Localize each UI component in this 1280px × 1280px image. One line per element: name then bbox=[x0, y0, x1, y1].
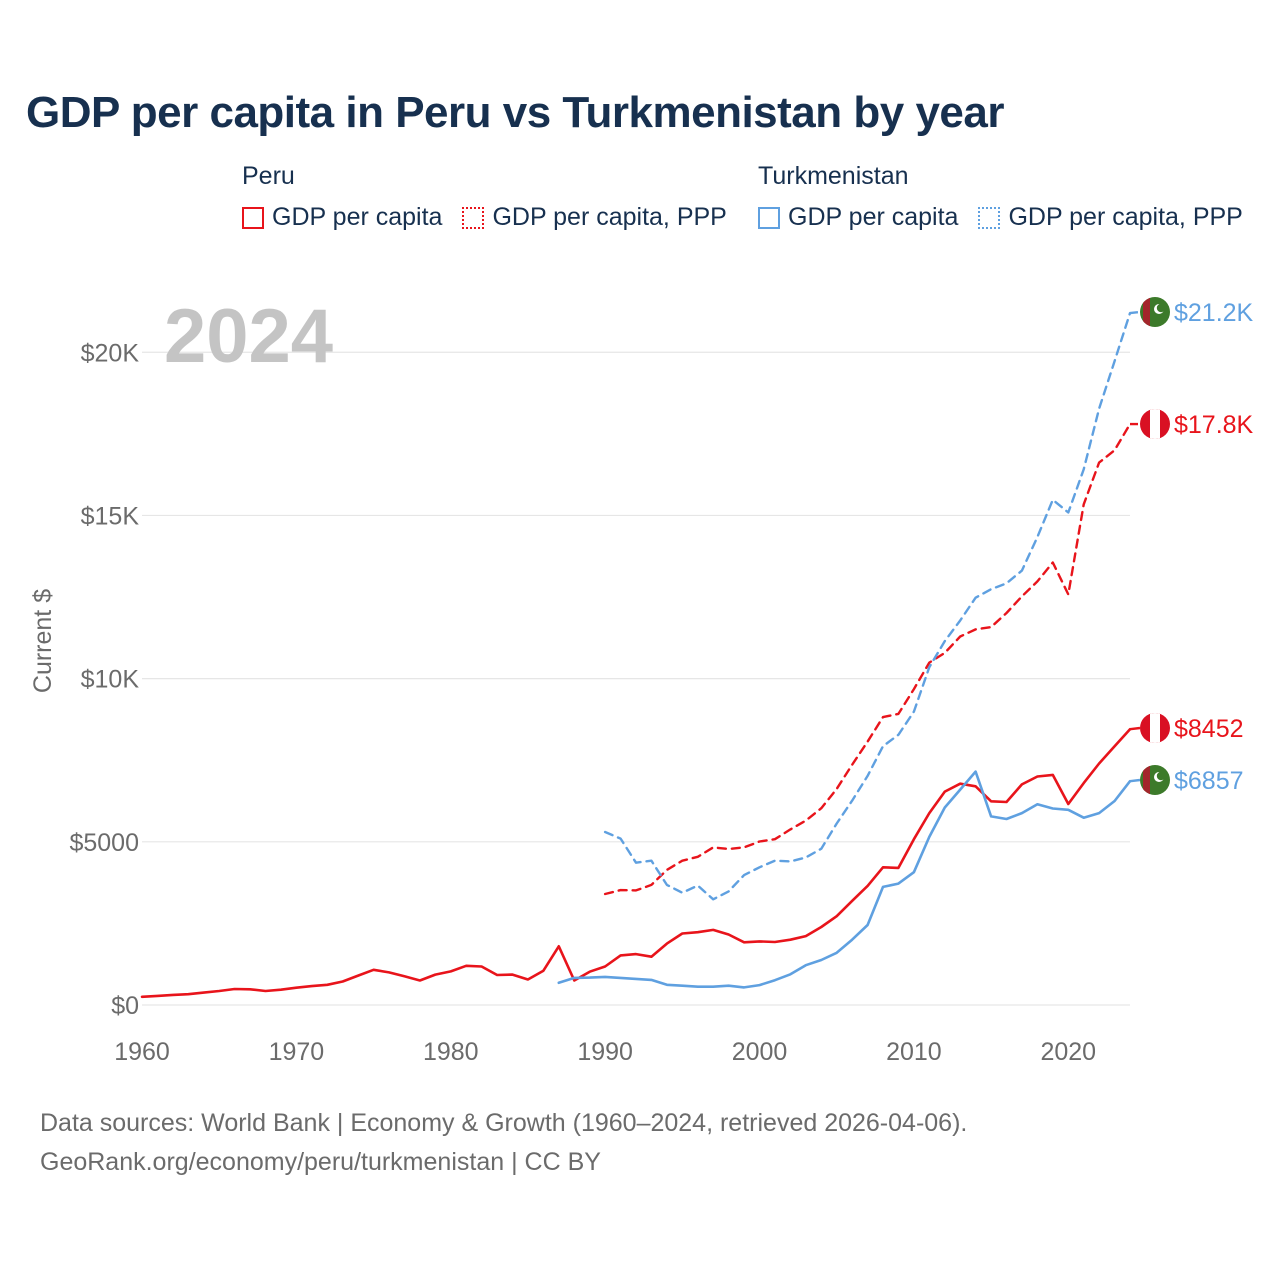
turkmenistan-flag-icon bbox=[1140, 297, 1170, 327]
footer-sources: Data sources: World Bank | Economy & Gro… bbox=[40, 1109, 968, 1137]
legend-label: GDP per capita, PPP bbox=[492, 203, 727, 231]
turkmenistan-flag-icon bbox=[1140, 765, 1170, 795]
footer-link[interactable]: GeoRank.org/economy/peru/turkmenistan | … bbox=[40, 1148, 601, 1176]
series-end-connector bbox=[1129, 726, 1141, 731]
series-line-turkmenistan-ppp[interactable] bbox=[603, 311, 1132, 901]
y-tick-label: $10K bbox=[81, 666, 140, 694]
series-end-label: $17.8K bbox=[1174, 411, 1254, 439]
year-watermark: 2024 bbox=[164, 294, 333, 379]
legend-item-turkmenistan-gdp-ppp[interactable]: GDP per capita, PPP bbox=[978, 203, 1243, 232]
x-tick-label: 2000 bbox=[732, 1038, 788, 1066]
series-end-label: $6857 bbox=[1174, 767, 1244, 795]
line-chart: $0 $5000 $10K $15K $20K 1960 1970 1980 1990 2000 2… bbox=[29, 294, 1254, 1066]
series-end-connector bbox=[1129, 778, 1141, 783]
legend-item-peru-gdp[interactable]: GDP per capita bbox=[242, 203, 442, 232]
legend-label: GDP per capita, PPP bbox=[1008, 203, 1243, 231]
peru-flag-icon bbox=[1140, 409, 1170, 439]
legend-swatch-dotted-icon bbox=[978, 206, 1001, 229]
x-tick-label: 1970 bbox=[269, 1038, 325, 1066]
legend-swatch-solid-icon bbox=[758, 206, 780, 229]
y-axis-label: Current $ bbox=[29, 589, 57, 693]
legend-label: GDP per capita bbox=[272, 203, 443, 231]
series-line-peru-ppp[interactable] bbox=[603, 422, 1132, 896]
legend-item-peru-gdp-ppp[interactable]: GDP per capita, PPP bbox=[462, 203, 727, 232]
legend-item-turkmenistan-gdp[interactable]: GDP per capita bbox=[758, 203, 958, 232]
x-tick-label: 1960 bbox=[114, 1038, 170, 1066]
footer: Data sources: World Bank | Economy & Gro… bbox=[40, 1104, 967, 1182]
y-tick-label: $20K bbox=[81, 339, 140, 367]
x-tick-label: 1990 bbox=[577, 1038, 633, 1066]
x-tick-label: 2010 bbox=[886, 1038, 942, 1066]
legend-country-turkmenistan: Turkmenistan bbox=[758, 162, 909, 190]
series-end-connector bbox=[1129, 310, 1141, 315]
legend-turkmenistan: Turkmenistan GDP per capita GDP per capi… bbox=[758, 162, 1263, 232]
legend-peru: Peru GDP per capita GDP per capita, PPP bbox=[242, 162, 747, 232]
series-end-label: $8452 bbox=[1174, 715, 1244, 743]
y-tick-label: $5000 bbox=[69, 829, 139, 857]
legend-swatch-dotted-icon bbox=[462, 206, 485, 229]
chart-title: GDP per capita in Peru vs Turkmenistan b… bbox=[26, 88, 1004, 137]
legend-country-peru: Peru bbox=[242, 162, 295, 190]
y-tick-label: $15K bbox=[81, 502, 140, 530]
legend-label: GDP per capita bbox=[788, 203, 959, 231]
legend-swatch-solid-icon bbox=[242, 206, 264, 229]
series-end-label: $21.2K bbox=[1174, 299, 1254, 327]
peru-flag-icon bbox=[1140, 713, 1170, 743]
y-tick-label: $0 bbox=[111, 992, 139, 1020]
x-tick-label: 2020 bbox=[1040, 1038, 1096, 1066]
x-tick-label: 1980 bbox=[423, 1038, 479, 1066]
series-line-turkmenistan-gdp[interactable] bbox=[557, 770, 1132, 989]
